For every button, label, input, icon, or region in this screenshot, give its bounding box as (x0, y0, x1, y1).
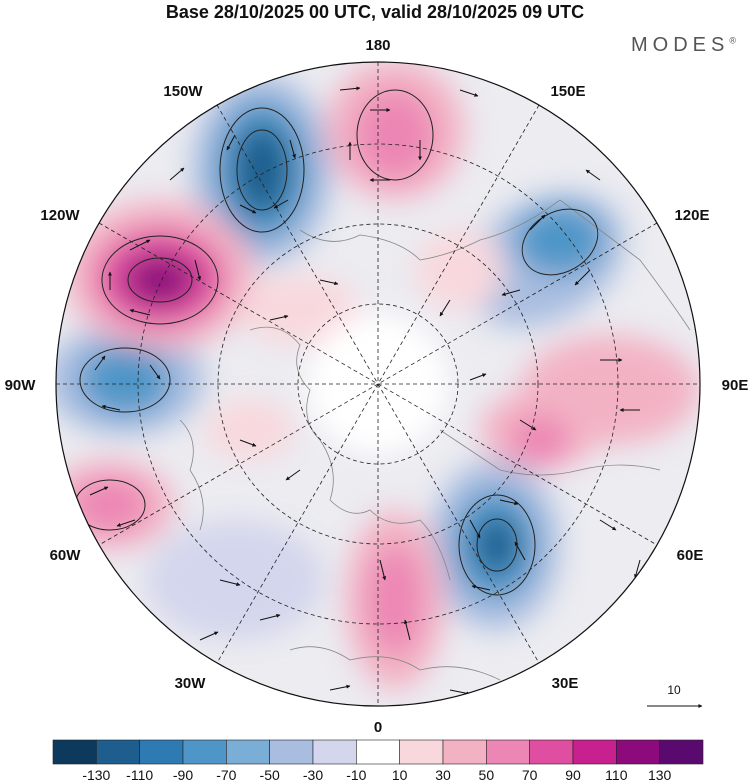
colorbar: -130 -110 -90 -70 -50 -30 -10 10 30 50 70 90 110 130 (52, 739, 704, 783)
colorbar-tick-label: 70 (522, 767, 538, 783)
brand-registered-mark: ® (729, 35, 736, 46)
colorbar-tick-label: -70 (216, 767, 236, 783)
lon-label-30e: 30E (552, 675, 579, 692)
colorbar-swatch (269, 739, 314, 765)
colorbar-tick-label: -90 (173, 767, 193, 783)
colorbar-swatch (139, 739, 184, 765)
lon-label-150w: 150W (163, 83, 203, 100)
colorbar-tick-label: 10 (392, 767, 408, 783)
colorbar-swatch (659, 739, 704, 765)
colorbar-swatch (96, 739, 140, 765)
wind-vectors (89, 86, 641, 696)
colorbar-swatch (486, 739, 530, 765)
colorbar-tick-label: 50 (479, 767, 495, 783)
reference-vector-label: 10 (667, 683, 681, 697)
map-title: Base 28/10/2025 00 UTC, valid 28/10/2025… (165, 2, 585, 22)
anomaly-field (56, 62, 700, 706)
colorbar-swatch (312, 739, 357, 765)
colorbar-swatch (442, 739, 487, 765)
map-border (55, 61, 701, 707)
colorbar-tick-label: 90 (565, 767, 581, 783)
colorbar-swatch (182, 739, 227, 765)
lon-label-180: 180 (365, 37, 390, 54)
brand-logo: MODES® (631, 34, 736, 57)
colorbar-tick-label: -30 (303, 767, 323, 783)
colorbar-tick-label: -10 (346, 767, 366, 783)
colorbar-tick-label: 110 (605, 767, 628, 783)
lon-label-60w: 60W (50, 547, 82, 564)
colorbar-swatch (616, 739, 660, 765)
colorbar-swatch (399, 739, 444, 765)
lon-label-90w: 90W (5, 377, 37, 394)
colorbar-tick-label: -110 (126, 767, 153, 783)
lon-label-120w: 120W (40, 207, 80, 224)
lon-label-0: 0 (374, 719, 382, 736)
colorbar-swatch (529, 739, 574, 765)
lon-label-90e: 90E (722, 377, 749, 394)
colorbar-swatch (52, 739, 97, 765)
lon-label-30w: 30W (175, 675, 207, 692)
colorbar-tick-label: -50 (260, 767, 280, 783)
colorbar-swatch (572, 739, 617, 765)
coastlines (179, 199, 691, 681)
brand-name: MODES (631, 34, 730, 56)
colorbar-swatch (226, 739, 270, 765)
colorbar-tick-label: 130 (648, 767, 672, 783)
lon-label-150e: 150E (550, 83, 585, 100)
lon-label-60e: 60E (677, 547, 704, 564)
lon-label-120e: 120E (674, 207, 709, 224)
colorbar-tick-label: -130 (82, 767, 110, 783)
graticule (56, 62, 700, 706)
colorbar-tick-label: 30 (435, 767, 451, 783)
colorbar-swatch (356, 739, 400, 765)
